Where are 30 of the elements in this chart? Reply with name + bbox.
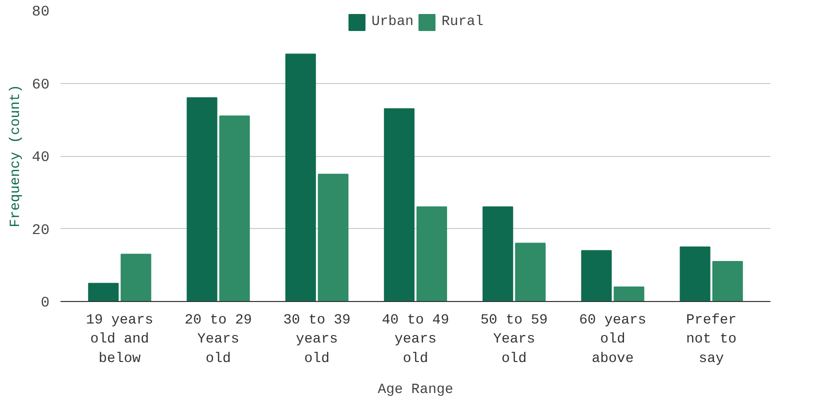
bar <box>515 242 546 302</box>
bar <box>285 54 316 302</box>
bar <box>384 108 415 302</box>
x-axis-title: Age Range <box>378 382 454 398</box>
legend-label: Urban <box>371 14 414 30</box>
bar <box>120 254 152 302</box>
x-tick-label: Prefer not to say <box>686 312 737 367</box>
bar <box>88 282 119 302</box>
bar <box>680 246 710 302</box>
bar <box>614 286 644 302</box>
bar <box>186 97 218 302</box>
y-tick-label: 0 <box>40 296 50 312</box>
x-tick-label: 20 to 29 Years old <box>184 312 252 367</box>
bar <box>416 206 448 302</box>
x-tick-label: 30 to 39 years old <box>283 312 350 367</box>
x-tick-label: 40 to 49 years old <box>382 312 450 367</box>
bar <box>581 250 612 302</box>
y-tick-label: 40 <box>32 150 50 166</box>
legend-label: Rural <box>442 14 484 30</box>
bar <box>712 260 743 302</box>
y-axis-title: Frequency (count) <box>8 84 24 228</box>
x-tick-label: 19 years old and below <box>86 312 154 367</box>
y-tick-label: 60 <box>32 77 50 94</box>
bar <box>318 174 348 302</box>
bar <box>482 206 514 302</box>
y-tick-label: 80 <box>32 4 50 20</box>
y-tick-label: 20 <box>32 222 50 239</box>
bar <box>219 115 250 302</box>
x-tick-label: 60 years old above <box>579 312 646 367</box>
x-tick-label: 50 to 59 Years old <box>480 312 548 367</box>
